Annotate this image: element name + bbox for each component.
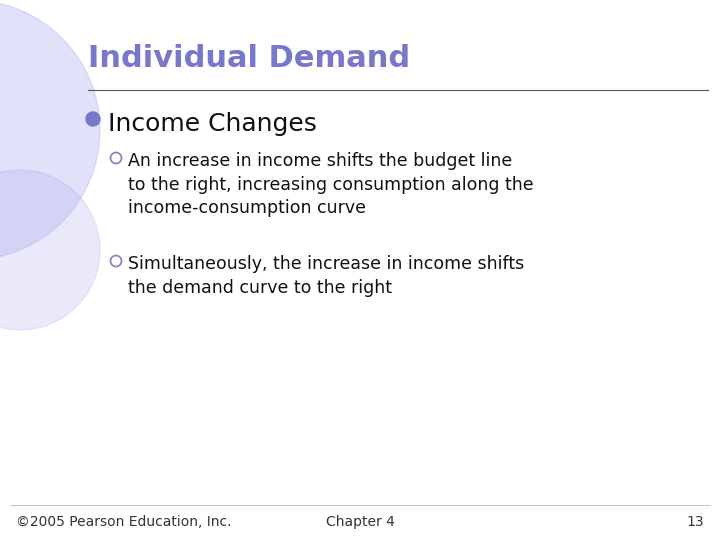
Text: ©2005 Pearson Education, Inc.: ©2005 Pearson Education, Inc. [16,515,232,529]
Circle shape [0,0,100,260]
Text: 13: 13 [686,515,704,529]
Text: Individual Demand: Individual Demand [88,44,410,73]
Circle shape [86,112,100,126]
Text: Income Changes: Income Changes [108,112,317,136]
Text: Simultaneously, the increase in income shifts
the demand curve to the right: Simultaneously, the increase in income s… [128,255,524,296]
Text: An increase in income shifts the budget line
to the right, increasing consumptio: An increase in income shifts the budget … [128,152,534,217]
Circle shape [0,170,100,330]
Text: Chapter 4: Chapter 4 [325,515,395,529]
